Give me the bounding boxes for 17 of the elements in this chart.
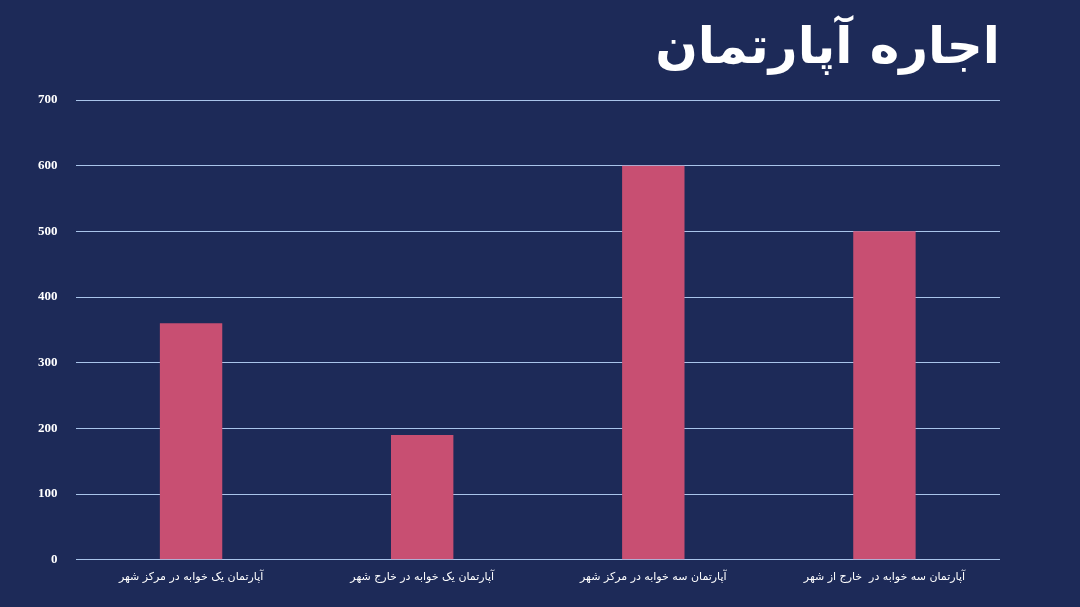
chart-title: اجاره آپارتمان — [655, 14, 1000, 75]
x-tick-label: آپارتمان یک خوابه در مرکز شهر — [117, 569, 265, 584]
x-tick-label: آپارتمان سه خوابه در مرکز شهر — [579, 569, 728, 584]
y-tick-label: 500 — [38, 222, 58, 238]
y-tick-label: 300 — [38, 354, 58, 370]
y-tick-label: 200 — [38, 419, 58, 435]
x-tick-label: آپارتمان سه خوابه در خارج از شهر — [802, 569, 966, 584]
bar — [853, 231, 916, 560]
y-tick-label: 100 — [38, 485, 58, 501]
x-tick-label: آپارتمان یک خوابه در خارج شهر — [349, 569, 495, 584]
bar — [390, 435, 454, 560]
y-tick-label: 400 — [38, 288, 58, 304]
y-tick-label: 700 — [38, 91, 58, 107]
bar — [159, 323, 223, 560]
y-tick-label: 0 — [51, 551, 58, 567]
bar — [622, 165, 685, 560]
y-tick-label: 600 — [38, 157, 58, 173]
